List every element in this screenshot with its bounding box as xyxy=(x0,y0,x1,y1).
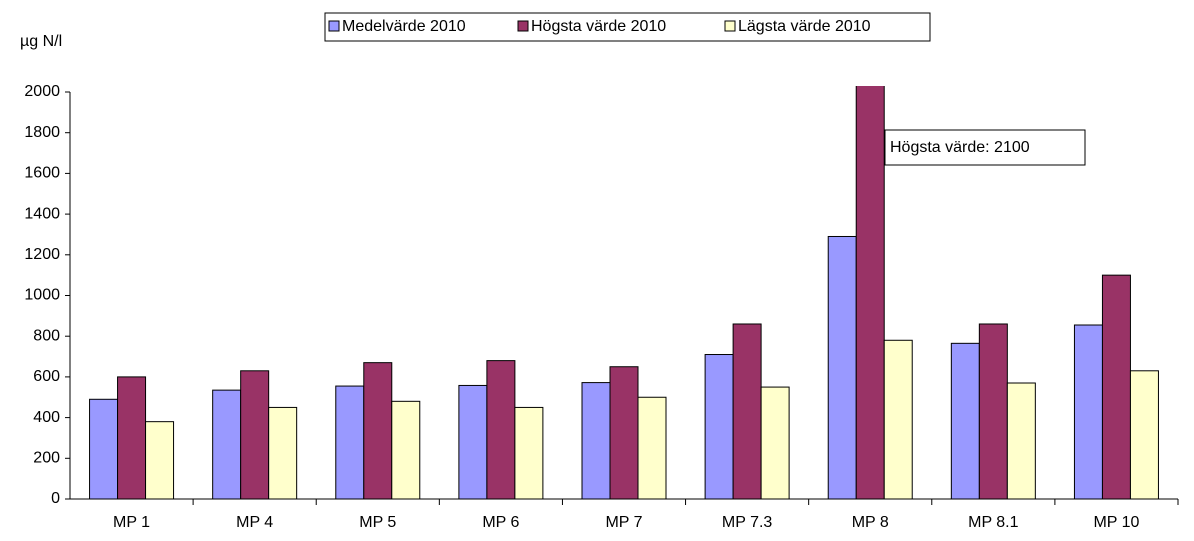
legend xyxy=(324,12,931,42)
y-tick-label: 1400 xyxy=(24,205,60,222)
y-axis-label: µg N/l xyxy=(20,33,62,50)
bar xyxy=(212,389,242,500)
bar xyxy=(1129,370,1159,500)
bar xyxy=(1006,382,1036,500)
bar xyxy=(609,366,639,500)
legend-label: Medelvärde 2010 xyxy=(342,18,466,35)
bar xyxy=(117,376,147,500)
bar xyxy=(827,235,857,500)
bar xyxy=(704,354,734,500)
bar xyxy=(268,406,298,500)
bar xyxy=(1073,324,1103,500)
legend-label: Lägsta värde 2010 xyxy=(738,18,871,35)
bar xyxy=(581,382,611,500)
bar xyxy=(486,360,516,500)
legend-label: Högsta värde 2010 xyxy=(531,18,666,35)
y-tick-label: 1600 xyxy=(24,165,60,182)
bar xyxy=(760,386,790,500)
x-tick-label: MP 4 xyxy=(236,514,273,531)
legend-swatch xyxy=(724,20,736,32)
bar xyxy=(855,86,885,500)
y-tick-label: 200 xyxy=(33,450,60,467)
legend-swatch xyxy=(517,20,529,32)
bar xyxy=(1101,274,1131,500)
y-tick-label: 600 xyxy=(33,368,60,385)
bar xyxy=(950,342,980,500)
bar xyxy=(637,396,667,500)
bar xyxy=(363,362,393,500)
bar xyxy=(458,384,488,500)
bar xyxy=(145,421,175,500)
bar xyxy=(391,400,421,500)
x-tick-label: MP 5 xyxy=(359,514,396,531)
bar xyxy=(514,406,544,500)
x-tick-label: MP 6 xyxy=(482,514,519,531)
plot-area xyxy=(89,86,1159,500)
bar xyxy=(240,370,270,500)
annotation: Högsta värde: 2100 xyxy=(890,139,1030,156)
x-tick-label: MP 1 xyxy=(113,514,150,531)
x-tick-label: MP 7.3 xyxy=(722,514,773,531)
legend-swatch xyxy=(328,20,340,32)
x-tick-label: MP 10 xyxy=(1093,514,1139,531)
annotation-box xyxy=(884,129,1086,166)
bar xyxy=(732,323,762,500)
y-tick-label: 800 xyxy=(33,327,60,344)
bar xyxy=(883,339,913,500)
x-tick-label: MP 8.1 xyxy=(968,514,1019,531)
x-tick-label: MP 8 xyxy=(852,514,889,531)
x-tick-label: MP 7 xyxy=(605,514,642,531)
y-tick-label: 1000 xyxy=(24,287,60,304)
y-tick-label: 400 xyxy=(33,409,60,426)
bar xyxy=(978,323,1008,500)
y-tick-label: 2000 xyxy=(24,83,60,100)
y-tick-label: 0 xyxy=(51,490,60,507)
bar xyxy=(335,385,365,500)
bar xyxy=(89,398,119,500)
y-tick-label: 1800 xyxy=(24,124,60,141)
y-tick-label: 1200 xyxy=(24,246,60,263)
